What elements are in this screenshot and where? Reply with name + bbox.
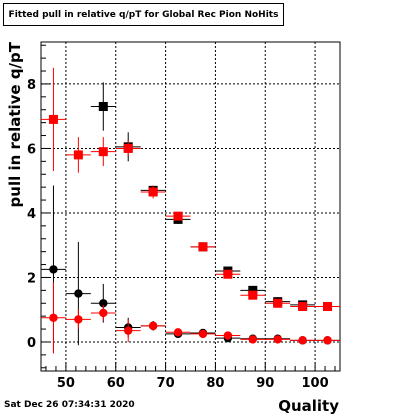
- data-point: [198, 242, 208, 252]
- x-axis-title: Quality: [278, 397, 339, 414]
- data-point: [74, 315, 83, 324]
- data-point: [223, 269, 233, 279]
- data-point: [98, 147, 108, 157]
- data-point: [49, 265, 58, 274]
- data-point: [148, 187, 158, 197]
- data-series: [41, 67, 340, 354]
- data-point: [173, 328, 183, 337]
- y-tick-label: 4: [27, 207, 36, 222]
- y-tick-label: 0: [27, 336, 36, 351]
- x-tick-label: 80: [206, 376, 224, 391]
- data-point: [49, 313, 58, 322]
- x-tick-label: 60: [107, 376, 125, 391]
- data-point: [248, 290, 258, 300]
- data-point: [148, 321, 158, 331]
- tick-labels: 50 60 70 80 90 100 0 2 4 6 8: [27, 78, 329, 391]
- data-point: [124, 326, 133, 335]
- x-tick-label: 70: [157, 376, 175, 391]
- y-axis-title: pull in relative q/pT: [6, 41, 24, 207]
- x-tick-label: 50: [57, 376, 75, 391]
- data-point: [73, 150, 83, 160]
- timestamp: Sat Dec 26 07:34:31 2020: [4, 400, 135, 410]
- data-point: [198, 329, 208, 339]
- series-2: [41, 67, 340, 311]
- data-point: [98, 102, 108, 112]
- data-point: [173, 211, 183, 221]
- data-point: [223, 331, 233, 340]
- axis-ticks: [41, 44, 336, 371]
- data-point: [323, 336, 332, 345]
- series-4: [41, 282, 340, 354]
- title-box: Fitted pull in relative q/pT for Global …: [3, 3, 284, 26]
- chart-title: Fitted pull in relative q/pT for Global …: [8, 9, 279, 20]
- y-tick-label: 8: [27, 78, 36, 93]
- data-point: [123, 143, 133, 153]
- data-point: [298, 336, 307, 345]
- data-point: [298, 301, 308, 311]
- y-tick-label: 2: [27, 271, 36, 286]
- x-tick-label: 100: [302, 376, 329, 391]
- data-point: [248, 335, 257, 344]
- plot-frame: [40, 41, 341, 372]
- data-point: [48, 114, 58, 124]
- data-point: [99, 308, 108, 318]
- data-point: [323, 301, 333, 311]
- data-point: [74, 289, 83, 298]
- data-point: [273, 298, 283, 308]
- x-tick-label: 90: [256, 376, 274, 391]
- data-point: [99, 299, 108, 308]
- data-point: [248, 285, 258, 295]
- y-tick-label: 6: [27, 142, 36, 157]
- grid: [41, 42, 340, 371]
- data-point: [273, 335, 282, 344]
